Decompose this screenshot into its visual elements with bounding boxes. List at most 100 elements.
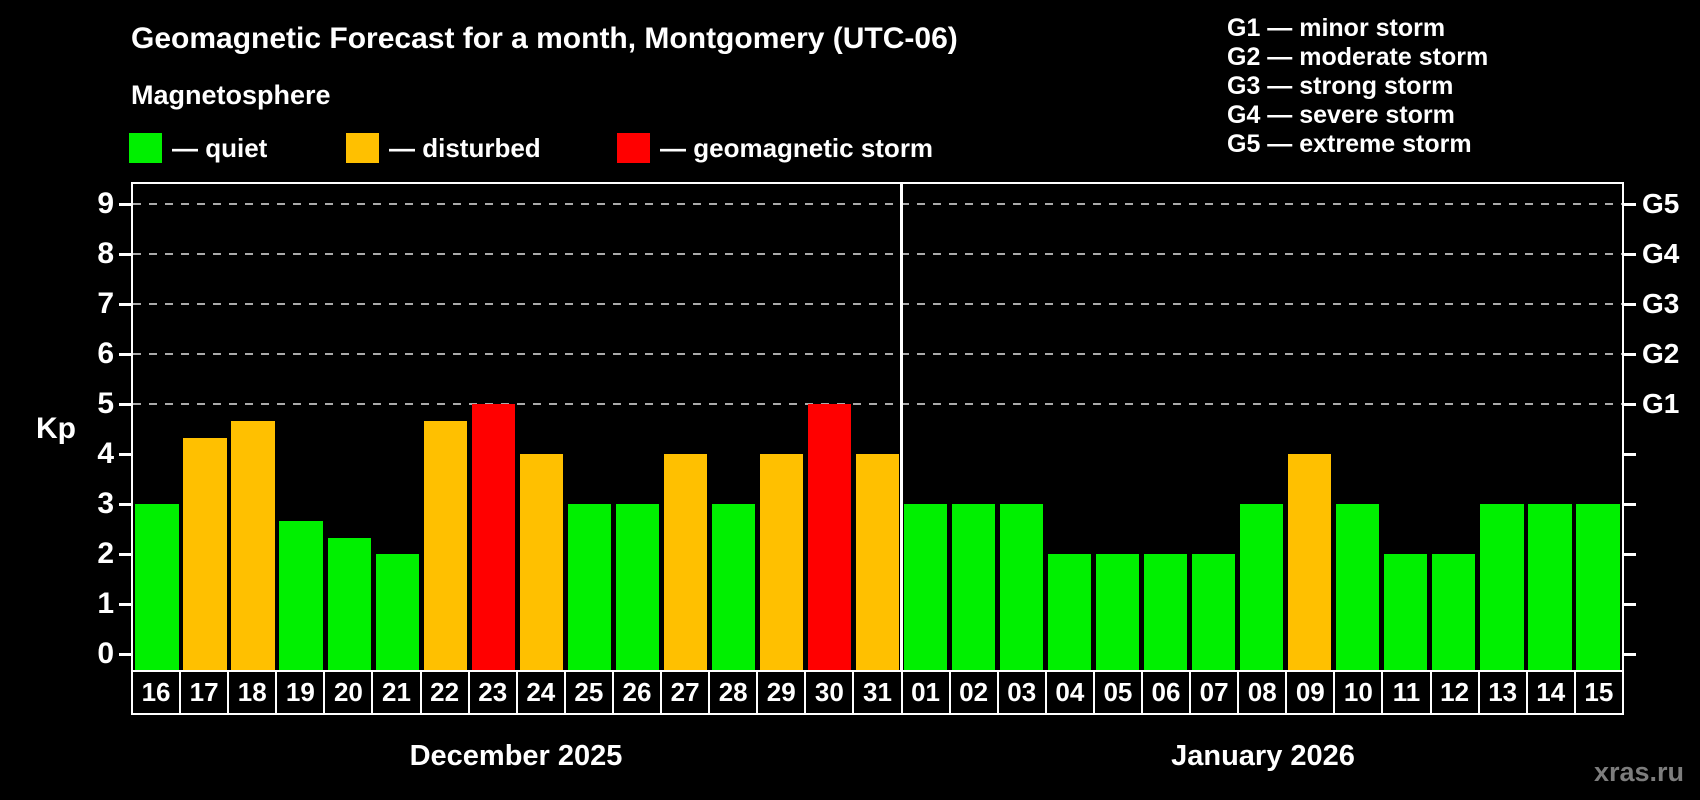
y-axis-label-kp-8: 8 [97, 237, 114, 270]
kp-bar-day-09 [1288, 454, 1332, 670]
kp-bar-day-22 [423, 420, 467, 670]
month-label-december: December 2025 [409, 740, 623, 772]
status-legend: — quiet — disturbed — geomagnetic storm [0, 132, 1100, 166]
y-axis-label-kp-7: 7 [97, 287, 114, 320]
day-label-cell-02: 02 [948, 670, 999, 715]
y-axis-label-kp-3: 3 [97, 487, 114, 520]
day-label-cell-10: 10 [1333, 670, 1384, 715]
day-label-cell-26: 26 [611, 670, 663, 715]
kp-bar-day-31 [855, 454, 900, 670]
y-axis-label-kp-9: 9 [97, 187, 114, 220]
legend-label-disturbed: — disturbed [389, 132, 541, 163]
day-label-cell-31: 31 [852, 670, 903, 715]
kp-bar-day-08 [1240, 504, 1284, 670]
day-label-cell-19: 19 [275, 670, 326, 715]
g-scale-legend-g2: G2 — moderate storm [1227, 43, 1489, 71]
day-label-cell-03: 03 [996, 670, 1047, 715]
gridline-kp-9 [133, 203, 1622, 205]
day-label-cell-14: 14 [1525, 670, 1576, 715]
kp-bar-day-19 [279, 520, 323, 670]
kp-bar-day-11 [1384, 554, 1428, 670]
kp-bar-day-27 [663, 454, 707, 670]
watermark: xras.ru [1593, 757, 1684, 787]
day-label-cell-12: 12 [1429, 670, 1480, 715]
kp-bar-day-03 [999, 504, 1044, 670]
page-title: Geomagnetic Forecast for a month, Montgo… [131, 22, 958, 55]
y-axis-label-kp-0: 0 [97, 637, 114, 670]
right-axis-label-g2: G2 [1642, 338, 1680, 369]
day-label-cell-27: 27 [660, 670, 711, 715]
day-label-cell-11: 11 [1381, 670, 1432, 715]
kp-bar-day-16 [135, 504, 179, 670]
right-tick-kp-0 [1624, 652, 1636, 656]
legend-item-disturbed: — disturbed [346, 132, 541, 164]
kp-bar-day-04 [1048, 554, 1092, 670]
legend-item-quiet: — quiet [129, 132, 267, 164]
left-tick-kp-1 [119, 602, 131, 606]
kp-bar-day-18 [231, 420, 275, 670]
gridline-kp-8 [133, 253, 1622, 255]
left-tick-kp-2 [119, 552, 131, 556]
g-scale-legend-g3: G3 — strong storm [1227, 72, 1454, 100]
right-tick-kp-7 [1624, 302, 1636, 306]
right-tick-kp-9 [1624, 202, 1636, 206]
left-tick-kp-9 [119, 202, 131, 206]
kp-bar-day-06 [1144, 554, 1188, 670]
right-axis-label-g4: G4 [1642, 238, 1680, 269]
y-axis-label-kp-2: 2 [97, 537, 114, 570]
right-tick-kp-6 [1624, 352, 1636, 356]
day-label-cell-20: 20 [323, 670, 374, 715]
y-axis-label-kp-4: 4 [97, 437, 114, 470]
gridline-kp-6 [133, 353, 1622, 355]
right-tick-kp-2 [1624, 552, 1636, 556]
kp-bar-day-02 [951, 504, 996, 670]
legend-item-storm: — geomagnetic storm [617, 132, 933, 164]
gridline-kp-5 [133, 403, 1622, 405]
day-label-cell-09: 09 [1285, 670, 1336, 715]
right-tick-kp-8 [1624, 252, 1636, 256]
g-scale-legend-g4: G4 — severe storm [1227, 101, 1455, 129]
chart-subtitle: Magnetosphere [131, 80, 331, 110]
kp-bar-day-24 [519, 454, 563, 670]
right-axis-label-g3: G3 [1642, 288, 1680, 319]
kp-bar-day-26 [615, 504, 659, 670]
legend-label-storm: — geomagnetic storm [660, 132, 934, 163]
day-label-cell-22: 22 [419, 670, 470, 715]
disturbed-color-swatch [346, 133, 379, 163]
kp-bar-day-29 [759, 454, 804, 670]
day-label-cell-21: 21 [371, 670, 422, 715]
kp-bar-day-28 [711, 504, 755, 670]
day-label-cell-30: 30 [804, 670, 855, 715]
day-label-cell-13: 13 [1477, 670, 1528, 715]
kp-bar-day-14 [1528, 504, 1572, 670]
day-label-cell-05: 05 [1092, 670, 1143, 715]
y-axis-label-kp-5: 5 [97, 387, 114, 420]
day-label-cell-08: 08 [1237, 670, 1288, 715]
kp-bar-day-05 [1096, 554, 1140, 670]
day-label-cell-24: 24 [515, 670, 566, 715]
right-tick-kp-3 [1624, 502, 1636, 506]
day-label-cell-29: 29 [756, 670, 807, 715]
kp-bar-day-13 [1480, 504, 1524, 670]
right-axis-label-g1: G1 [1642, 388, 1680, 419]
quiet-color-swatch [129, 133, 162, 163]
kp-bar-day-25 [567, 504, 611, 670]
gridline-kp-7 [133, 303, 1622, 305]
left-tick-kp-3 [119, 502, 131, 506]
kp-bar-day-21 [375, 554, 419, 670]
y-axis-label-kp-6: 6 [97, 337, 114, 370]
right-tick-kp-5 [1624, 402, 1636, 406]
kp-bar-day-07 [1192, 554, 1236, 670]
g-scale-legend: G1 — minor storm G2 — moderate storm G3 … [1227, 14, 1488, 159]
kp-bar-day-15 [1576, 504, 1620, 670]
kp-bar-day-01 [903, 504, 948, 670]
kp-bar-day-23 [471, 404, 515, 670]
kp-bar-day-10 [1336, 504, 1380, 670]
x-axis-day-labels: 16 17 18 19 20 21 22 23 24 25 26 27 28 29 30 31 01 02 03 04… [131, 670, 1624, 715]
g-scale-legend-g1: G1 — minor storm [1227, 14, 1446, 42]
left-tick-kp-4 [119, 452, 131, 456]
right-tick-kp-1 [1624, 602, 1636, 606]
plot-area [131, 182, 1624, 670]
left-tick-kp-7 [119, 302, 131, 306]
storm-color-swatch [617, 133, 650, 163]
